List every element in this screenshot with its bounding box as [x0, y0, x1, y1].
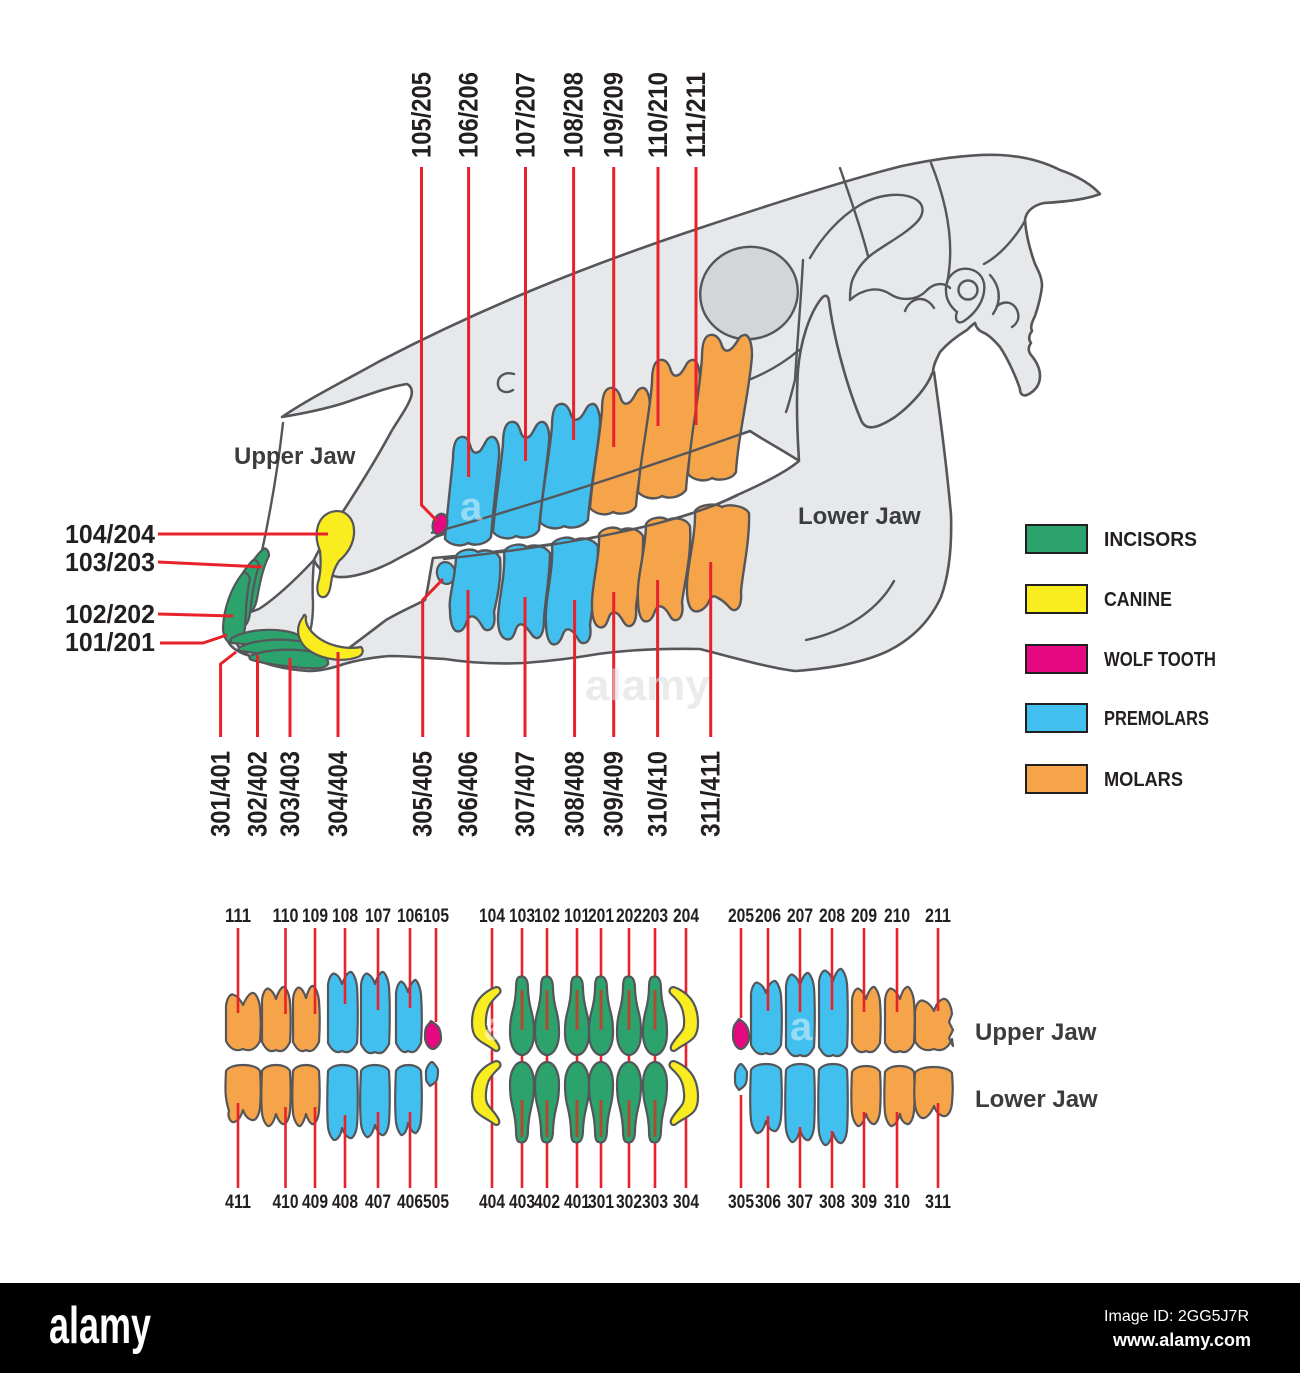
svg-text:402: 402 [534, 1192, 560, 1213]
svg-text:106: 106 [397, 906, 423, 927]
svg-text:409: 409 [302, 1192, 328, 1213]
svg-text:306: 306 [755, 1192, 781, 1213]
svg-text:407: 407 [365, 1192, 391, 1213]
svg-text:304: 304 [673, 1192, 699, 1213]
svg-text:408: 408 [332, 1192, 358, 1213]
svg-text:311/411: 311/411 [696, 751, 726, 837]
svg-text:INCISORS: INCISORS [1104, 529, 1197, 551]
svg-text:alamy: alamy [585, 661, 710, 710]
svg-text:105/205: 105/205 [407, 72, 437, 158]
svg-text:111: 111 [225, 906, 251, 927]
svg-text:CANINE: CANINE [1104, 589, 1172, 611]
svg-text:310: 310 [884, 1192, 910, 1213]
svg-text:109: 109 [302, 906, 328, 927]
svg-text:308/408: 308/408 [560, 751, 590, 837]
svg-text:203: 203 [642, 906, 668, 927]
svg-text:Lower Jaw: Lower Jaw [975, 1086, 1098, 1113]
svg-text:Image ID: 2GG5J7R: Image ID: 2GG5J7R [1104, 1308, 1249, 1325]
svg-text:309/409: 309/409 [599, 751, 629, 837]
svg-text:204: 204 [673, 906, 699, 927]
svg-text:207: 207 [787, 906, 813, 927]
svg-text:107/207: 107/207 [511, 72, 541, 158]
svg-text:alamy: alamy [49, 1297, 151, 1355]
svg-text:210: 210 [884, 906, 910, 927]
svg-text:310/410: 310/410 [643, 751, 673, 837]
svg-text:www.alamy.com: www.alamy.com [1112, 1330, 1251, 1350]
svg-text:Upper Jaw: Upper Jaw [975, 1019, 1097, 1046]
svg-text:205: 205 [728, 906, 754, 927]
svg-text:110/210: 110/210 [643, 72, 673, 158]
svg-text:104/204: 104/204 [65, 519, 156, 549]
svg-text:206: 206 [755, 906, 781, 927]
svg-text:303/403: 303/403 [275, 751, 305, 837]
svg-text:104: 104 [479, 906, 505, 927]
svg-text:a: a [790, 1005, 813, 1049]
svg-text:411: 411 [225, 1192, 251, 1213]
svg-text:307/407: 307/407 [510, 751, 540, 837]
svg-text:410: 410 [273, 1192, 299, 1213]
svg-text:209: 209 [851, 906, 877, 927]
svg-text:309: 309 [851, 1192, 877, 1213]
svg-text:110: 110 [273, 906, 299, 927]
svg-text:304/404: 304/404 [323, 751, 353, 837]
svg-text:a: a [460, 485, 483, 529]
svg-text:103/203: 103/203 [65, 547, 155, 577]
svg-text:202: 202 [616, 906, 642, 927]
svg-text:406: 406 [397, 1192, 423, 1213]
svg-text:303: 303 [642, 1192, 668, 1213]
svg-text:106/206: 106/206 [454, 72, 484, 158]
svg-text:WOLF TOOTH: WOLF TOOTH [1104, 649, 1216, 671]
svg-text:a: a [280, 525, 303, 569]
svg-text:107: 107 [365, 906, 391, 927]
svg-text:208: 208 [819, 906, 845, 927]
svg-text:307: 307 [787, 1192, 813, 1213]
svg-text:108/208: 108/208 [559, 72, 589, 158]
svg-text:103: 103 [509, 906, 535, 927]
svg-text:211: 211 [925, 906, 951, 927]
svg-text:101: 101 [564, 906, 590, 927]
svg-text:308: 308 [819, 1192, 845, 1213]
svg-text:a: a [484, 1005, 507, 1049]
svg-text:201: 201 [588, 906, 614, 927]
svg-text:109/209: 109/209 [599, 72, 629, 158]
svg-text:311: 311 [925, 1192, 951, 1213]
svg-text:301: 301 [588, 1192, 614, 1213]
svg-text:101/201: 101/201 [65, 627, 155, 657]
svg-text:401: 401 [564, 1192, 590, 1213]
svg-text:306/406: 306/406 [453, 751, 483, 837]
svg-text:PREMOLARS: PREMOLARS [1104, 708, 1209, 730]
svg-text:404: 404 [479, 1192, 505, 1213]
svg-text:Lower Jaw: Lower Jaw [798, 503, 921, 530]
svg-text:Upper Jaw: Upper Jaw [234, 443, 356, 470]
svg-text:302/402: 302/402 [243, 751, 273, 837]
svg-text:102: 102 [534, 906, 560, 927]
svg-text:302: 302 [616, 1192, 642, 1213]
svg-text:105: 105 [423, 906, 449, 927]
svg-text:403: 403 [509, 1192, 535, 1213]
svg-text:102/202: 102/202 [65, 599, 155, 629]
svg-text:301/401: 301/401 [206, 751, 236, 837]
svg-text:505: 505 [423, 1192, 449, 1213]
svg-text:305: 305 [728, 1192, 754, 1213]
svg-text:108: 108 [332, 906, 358, 927]
svg-text:111/211: 111/211 [681, 72, 711, 158]
svg-text:305/405: 305/405 [408, 751, 438, 837]
svg-text:MOLARS: MOLARS [1104, 769, 1183, 791]
